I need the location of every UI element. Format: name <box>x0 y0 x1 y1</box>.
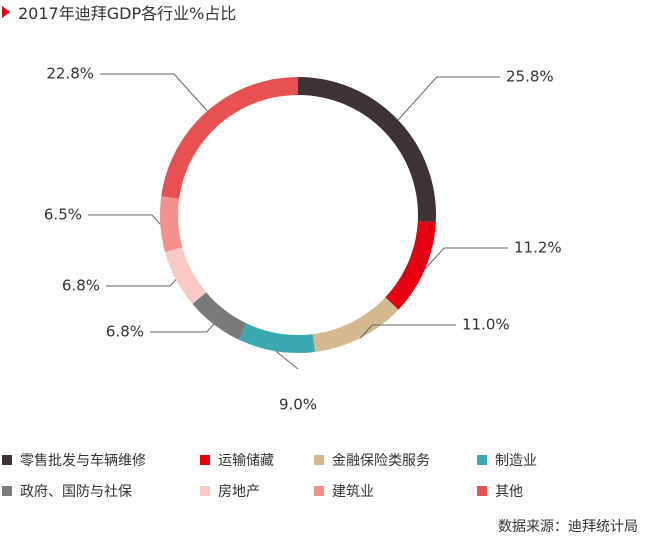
donut-slice <box>192 292 247 340</box>
donut-slice <box>160 196 183 253</box>
legend-item: 建筑业 <box>314 481 374 501</box>
donut-slice <box>238 323 315 353</box>
data-label: 6.5% <box>44 206 82 224</box>
legend-item: 其他 <box>477 481 523 501</box>
leader-line <box>100 73 208 112</box>
data-label: 6.8% <box>62 277 100 295</box>
title-marker-icon <box>2 6 10 18</box>
legend-swatch <box>2 455 12 465</box>
legend-label: 政府、国防与社保 <box>20 484 132 500</box>
data-label: 6.8% <box>106 323 144 341</box>
legend-label: 制造业 <box>495 453 537 469</box>
legend-item: 政府、国防与社保 <box>2 481 132 501</box>
legend-item: 金融保险类服务 <box>314 450 430 470</box>
legend-swatch <box>200 486 210 496</box>
leader-line <box>275 350 299 370</box>
data-label: 11.2% <box>514 239 562 257</box>
legend-item: 零售批发与车辆维修 <box>2 450 146 470</box>
data-label: 9.0% <box>279 396 317 414</box>
legend-swatch <box>477 455 487 465</box>
leader-line <box>359 324 456 339</box>
donut-slice <box>297 77 436 223</box>
leader-line <box>88 214 161 225</box>
data-label: 25.8% <box>506 68 554 86</box>
legend-label: 建筑业 <box>332 484 374 500</box>
donut-slice <box>312 297 399 352</box>
chart-title-row: 2017年迪拜GDP各行业%占比 <box>0 0 236 24</box>
legend-label: 房地产 <box>218 484 260 500</box>
legend-swatch <box>314 486 324 496</box>
legend-item: 房地产 <box>200 481 260 501</box>
data-label: 11.0% <box>462 316 510 334</box>
legend-swatch <box>477 486 487 496</box>
leader-line <box>106 279 177 287</box>
legend-label: 运输储藏 <box>218 453 274 469</box>
leader-line <box>397 76 500 121</box>
leader-line <box>424 247 508 270</box>
legend-item: 运输储藏 <box>200 450 274 470</box>
donut-slice <box>161 77 299 199</box>
legend-item: 制造业 <box>477 450 537 470</box>
chart-title: 2017年迪拜GDP各行业%占比 <box>18 4 237 23</box>
legend-swatch <box>314 455 324 465</box>
donut-slice <box>165 246 207 304</box>
donut-chart: 25.8% 11.2% 11.0% 9.0% 6.8% 6.8% 6.5% 22.8% <box>44 65 562 414</box>
data-label: 22.8% <box>46 65 94 83</box>
legend-swatch <box>200 455 210 465</box>
legend-swatch <box>2 486 12 496</box>
legend-label: 零售批发与车辆维修 <box>20 453 146 469</box>
data-source: 数据来源：迪拜统计局 <box>498 519 638 535</box>
legend-label: 金融保险类服务 <box>332 453 430 469</box>
leader-line <box>150 323 215 333</box>
legend-label: 其他 <box>495 484 523 500</box>
donut-slice <box>385 220 436 310</box>
